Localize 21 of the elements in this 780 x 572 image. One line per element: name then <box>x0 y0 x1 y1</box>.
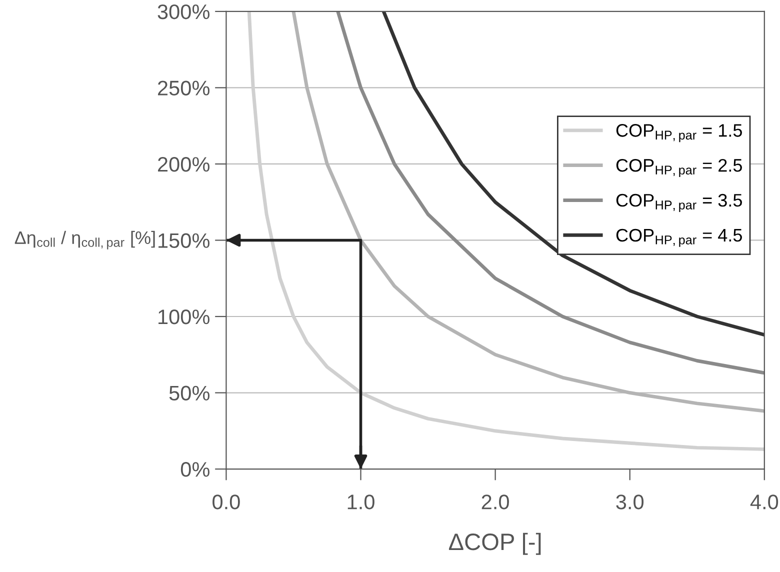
legend-label: COP$_{HP,par}$ = 3.5 <box>616 194 742 212</box>
y-tick-label: 300% <box>158 4 210 20</box>
y-tick-label: 50% <box>169 386 210 401</box>
legend-label: COP$_{HP,par}$ = 2.5 <box>616 158 742 178</box>
x-tick-label: 3.0 <box>616 494 644 510</box>
line-series <box>247 11 764 451</box>
y-tick-label: 250% <box>158 80 210 96</box>
x-tick-label: 2.0 <box>482 494 509 510</box>
x-tick-label: 4.0 <box>750 494 778 510</box>
y-tick-label: 150% <box>158 233 210 248</box>
legend-label: COP$_{HP,par}$ = 4.5 <box>616 228 742 247</box>
x-tick-label: 0.0 <box>212 494 240 510</box>
y-axis-title: Δη$_{coll}$ / η$_{coll,par}$ [%] <box>14 230 155 250</box>
y-tick-label: 0% <box>180 462 210 477</box>
x-tick-label: 1.0 <box>348 494 374 510</box>
legend-label: COP$_{HP,par}$ = 1.5 <box>616 124 742 142</box>
line-series <box>336 11 764 375</box>
y-tick-label: 100% <box>158 310 210 324</box>
x-axis-title: ΔCOP [-] <box>448 532 541 555</box>
line-series <box>382 11 764 337</box>
y-tick-label: 200% <box>158 156 210 172</box>
